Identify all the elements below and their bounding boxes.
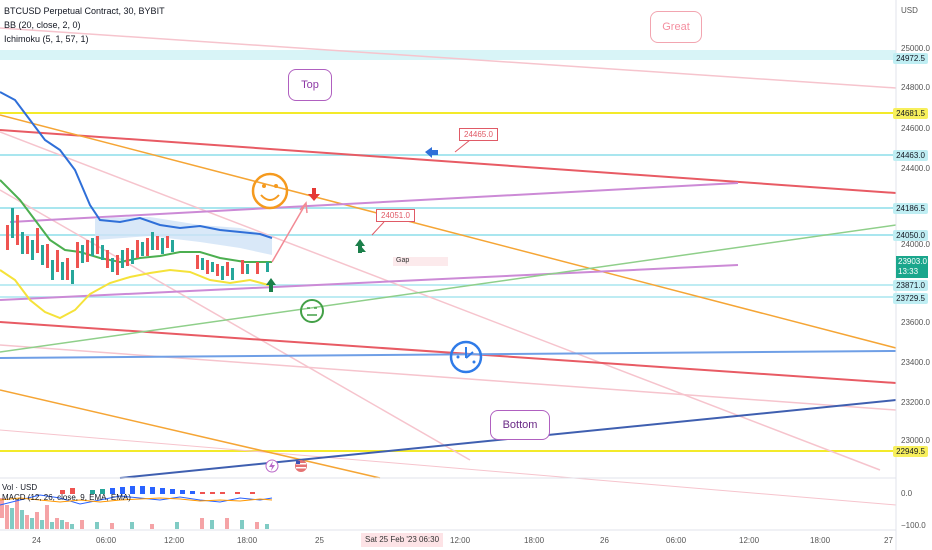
macd-tick-minus100: −100.0	[901, 521, 926, 530]
macd-tick-zero: 0.0	[901, 489, 913, 498]
time-tick: 27	[884, 536, 893, 545]
price-label-24050: 24050.0	[893, 230, 928, 241]
price-tick: 25000.0	[901, 44, 930, 53]
time-tick: 06:00	[666, 536, 687, 545]
price-note-24051[interactable]: 24051.0	[376, 209, 415, 222]
currency-label: USD	[901, 6, 918, 15]
time-tick: 12:00	[739, 536, 760, 545]
bar-countdown: 13:33	[898, 267, 919, 276]
bb-indicator-label[interactable]: BB (20, close, 2, 0)	[4, 20, 81, 30]
current-price-value: 23903.0	[898, 257, 927, 266]
clock-face-icon	[449, 340, 483, 374]
neutral-face-icon	[300, 299, 324, 323]
crosshair-time-badge: Sat 25 Feb '23 06:30	[361, 533, 444, 547]
gap-label: Gap	[396, 257, 410, 264]
price-label-24681: 24681.5	[893, 108, 928, 119]
price-label-22949: 22949.5	[893, 446, 928, 457]
price-tick: 24400.0	[901, 164, 930, 173]
price-note-24465[interactable]: 24465.0	[459, 128, 498, 141]
symbol-title[interactable]: BTCUSD Perpetual Contract, 30, BYBIT	[4, 6, 165, 16]
price-tick: 23400.0	[901, 358, 930, 367]
price-label-23871: 23871.0	[893, 280, 928, 291]
bubble-top[interactable]: Top	[288, 69, 332, 101]
candlesticks	[6, 208, 269, 284]
price-tick: 24600.0	[901, 124, 930, 133]
macd-indicator-label[interactable]: MACD (12, 26, close, 9, EMA, EMA)	[2, 493, 131, 502]
up-arrow-icon-small	[266, 278, 276, 292]
down-arrow-icon	[308, 188, 320, 201]
up-arrow-icon	[355, 239, 365, 253]
price-tick: 23200.0	[901, 398, 930, 407]
chart-legend: BTCUSD Perpetual Contract, 30, BYBIT BB …	[4, 4, 165, 46]
current-price-label: 23903.0 13:33	[896, 256, 928, 278]
price-tick: 24000.0	[901, 240, 930, 249]
time-tick: 06:00	[96, 536, 117, 545]
happy-face-icon	[251, 172, 289, 210]
bubble-great[interactable]: Great	[650, 11, 702, 43]
price-tick: 24800.0	[901, 83, 930, 92]
time-tick: 25	[315, 536, 324, 545]
volume-bars	[0, 498, 269, 529]
time-tick: 26	[600, 536, 609, 545]
price-tick: 23600.0	[901, 318, 930, 327]
bubble-bottom[interactable]: Bottom	[490, 410, 550, 440]
price-tick: 23000.0	[901, 436, 930, 445]
time-tick: 12:00	[450, 536, 471, 545]
price-label-24463: 24463.0	[893, 150, 928, 161]
time-tick: 12:00	[164, 536, 185, 545]
time-tick: 24	[32, 536, 41, 545]
volume-indicator-label[interactable]: Vol · USD	[2, 483, 38, 492]
macd-histogram	[60, 486, 255, 494]
left-arrow-icon	[425, 147, 438, 158]
time-tick: 18:00	[237, 536, 258, 545]
price-label-23729: 23729.5	[893, 293, 928, 304]
lower-pane-legend: Vol · USD MACD (12, 26, close, 9, EMA, E…	[2, 483, 131, 503]
ichimoku-indicator-label[interactable]: Ichimoku (5, 1, 57, 1)	[4, 34, 89, 44]
time-tick: 18:00	[524, 536, 545, 545]
time-tick: 18:00	[810, 536, 831, 545]
price-label-24972: 24972.5	[893, 53, 928, 64]
price-label-24186: 24186.5	[893, 203, 928, 214]
